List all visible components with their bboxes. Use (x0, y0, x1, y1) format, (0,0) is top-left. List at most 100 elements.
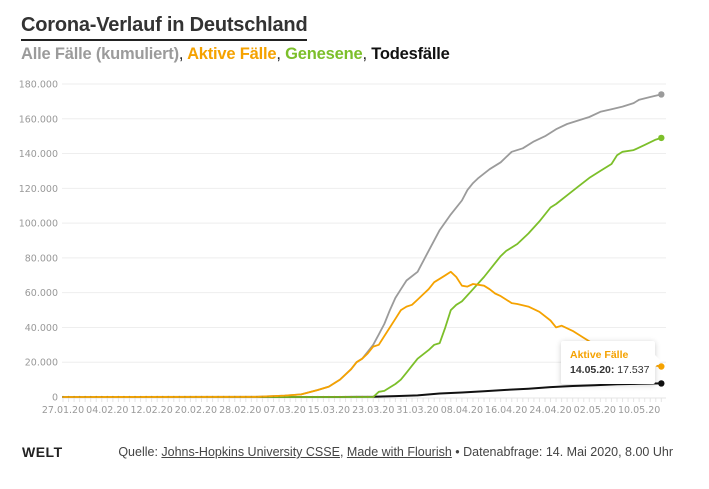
tooltip-value: 14.05.20: 17.537 (570, 364, 650, 376)
baseline-marker (78, 395, 81, 398)
x-tick-label: 23.03.20 (352, 405, 394, 416)
grid-lines (62, 83, 666, 363)
legend-separator: , (178, 45, 184, 63)
baseline-marker (161, 395, 164, 398)
baseline-marker (100, 395, 103, 398)
y-tick-label: 60.000 (25, 288, 58, 299)
x-tick-label: 28.02.20 (219, 405, 261, 416)
baseline-marker (106, 395, 109, 398)
x-tick-label: 15.03.20 (308, 405, 350, 416)
baseline-marker (267, 395, 269, 398)
x-tick-label: 16.04.20 (485, 405, 527, 416)
legend-separator: , (276, 45, 281, 63)
x-tick-label: 27.01.20 (42, 405, 84, 416)
y-tick-label: 80.000 (25, 253, 58, 264)
baseline-marker (311, 395, 314, 398)
x-tick-label: 12.02.20 (130, 405, 172, 416)
baseline-marker (366, 395, 369, 398)
baseline-marker (344, 395, 347, 398)
baseline-marker (84, 395, 86, 398)
y-tick-label: 20.000 (25, 358, 58, 369)
x-tick-label: 31.03.20 (396, 405, 438, 416)
tooltip-number: 17.537 (617, 364, 650, 376)
baseline-marker (217, 395, 219, 398)
baseline-marker (189, 395, 192, 398)
y-tick-label: 120.000 (19, 184, 58, 195)
baseline-marker (305, 395, 308, 398)
baseline-marker (195, 395, 197, 398)
tooltip-series-name: Aktive Fälle (570, 349, 629, 361)
source-link-flourish[interactable]: Made with Flourish (346, 445, 452, 459)
baseline-marker (245, 395, 247, 398)
y-tick-label: 40.000 (25, 323, 58, 334)
baseline-marker (167, 395, 170, 398)
x-tick-label: 04.02.20 (86, 405, 128, 416)
endpoint-recovered (658, 134, 665, 142)
legend-deaths: Todesfälle (371, 45, 450, 63)
baseline-marker (156, 395, 158, 398)
welt-logo: WELT (22, 444, 63, 460)
baseline-marker (89, 395, 92, 398)
baseline-marker (67, 395, 70, 398)
baseline-marker (322, 395, 325, 398)
chart-subtitle-legend: Alle Fälle (kumuliert), Aktive Fälle, Ge… (21, 45, 450, 64)
baseline-marker (222, 395, 225, 398)
series-line-deaths (62, 382, 663, 398)
baseline-marker (178, 395, 181, 398)
baseline-marker (128, 395, 131, 398)
baseline-marker (173, 395, 175, 398)
baseline-marker (134, 395, 136, 398)
baseline-marker (184, 395, 186, 398)
baseline-marker (317, 395, 319, 398)
endpoint-all (658, 91, 665, 98)
source-line: Quelle: Johns-Hopkins University CSSE, M… (118, 445, 673, 459)
baseline-marker (117, 395, 120, 398)
baseline-marker (361, 395, 363, 398)
baseline-marker (139, 395, 142, 398)
series-line-recovered (62, 137, 663, 398)
baseline-marker (150, 395, 153, 398)
baseline-marker (62, 395, 64, 398)
x-tick-label: 20.02.20 (175, 405, 217, 416)
legend-all-cases: Alle Fälle (kumuliert) (21, 45, 179, 63)
baseline-marker (278, 395, 280, 398)
baseline-marker (112, 395, 114, 398)
baseline-marker (283, 395, 286, 398)
baseline-marker (272, 395, 275, 398)
tooltip-date: 14.05.20 (570, 364, 611, 376)
x-tick-label: 08.04.20 (441, 405, 483, 416)
baseline-marker (300, 395, 303, 398)
source-prefix: Quelle: (118, 445, 162, 459)
baseline-marker (328, 395, 330, 398)
baseline-marker (333, 395, 336, 398)
baseline-marker (206, 395, 208, 398)
baseline-marker (200, 395, 203, 398)
y-axis: 0 20.000 40.000 60.000 80.000 100.000 120.000 1… (19, 80, 58, 404)
y-tick-label: 160.000 (19, 114, 58, 125)
x-tick-label: 10.05.20 (618, 405, 660, 416)
baseline-marker (239, 395, 242, 398)
baseline-marker (228, 395, 230, 398)
baseline-marker (145, 395, 147, 398)
baseline-marker (233, 395, 236, 398)
y-tick-label: 100.000 (19, 219, 58, 230)
baseline-marker (294, 395, 297, 398)
baseline-marker (256, 395, 258, 398)
x-tick-label: 24.04.20 (529, 405, 571, 416)
x-tick-label: 07.03.20 (263, 405, 305, 416)
baseline-marker (95, 395, 98, 398)
line-chart[interactable]: 0 20.000 40.000 60.000 80.000 100.000 120.000 1… (0, 0, 709, 440)
legend-separator: , (362, 45, 367, 63)
x-axis: 27.01.20 04.02.20 12.02.20 20.02.20 28.02.20… (42, 397, 666, 416)
baseline-marker (289, 395, 291, 398)
y-tick-label: 140.000 (19, 149, 58, 160)
source-link-jhu[interactable]: Johns-Hopkins University CSSE (161, 445, 340, 459)
x-tick-label: 02.05.20 (574, 405, 616, 416)
footer: WELT Quelle: Johns-Hopkins University CS… (0, 442, 709, 466)
series-line-active (62, 270, 663, 398)
baseline-marker (350, 395, 352, 398)
series-lines (62, 93, 663, 398)
baseline-marker (372, 395, 375, 398)
y-tick-label: 180.000 (19, 80, 58, 91)
baseline-marker (211, 395, 214, 398)
